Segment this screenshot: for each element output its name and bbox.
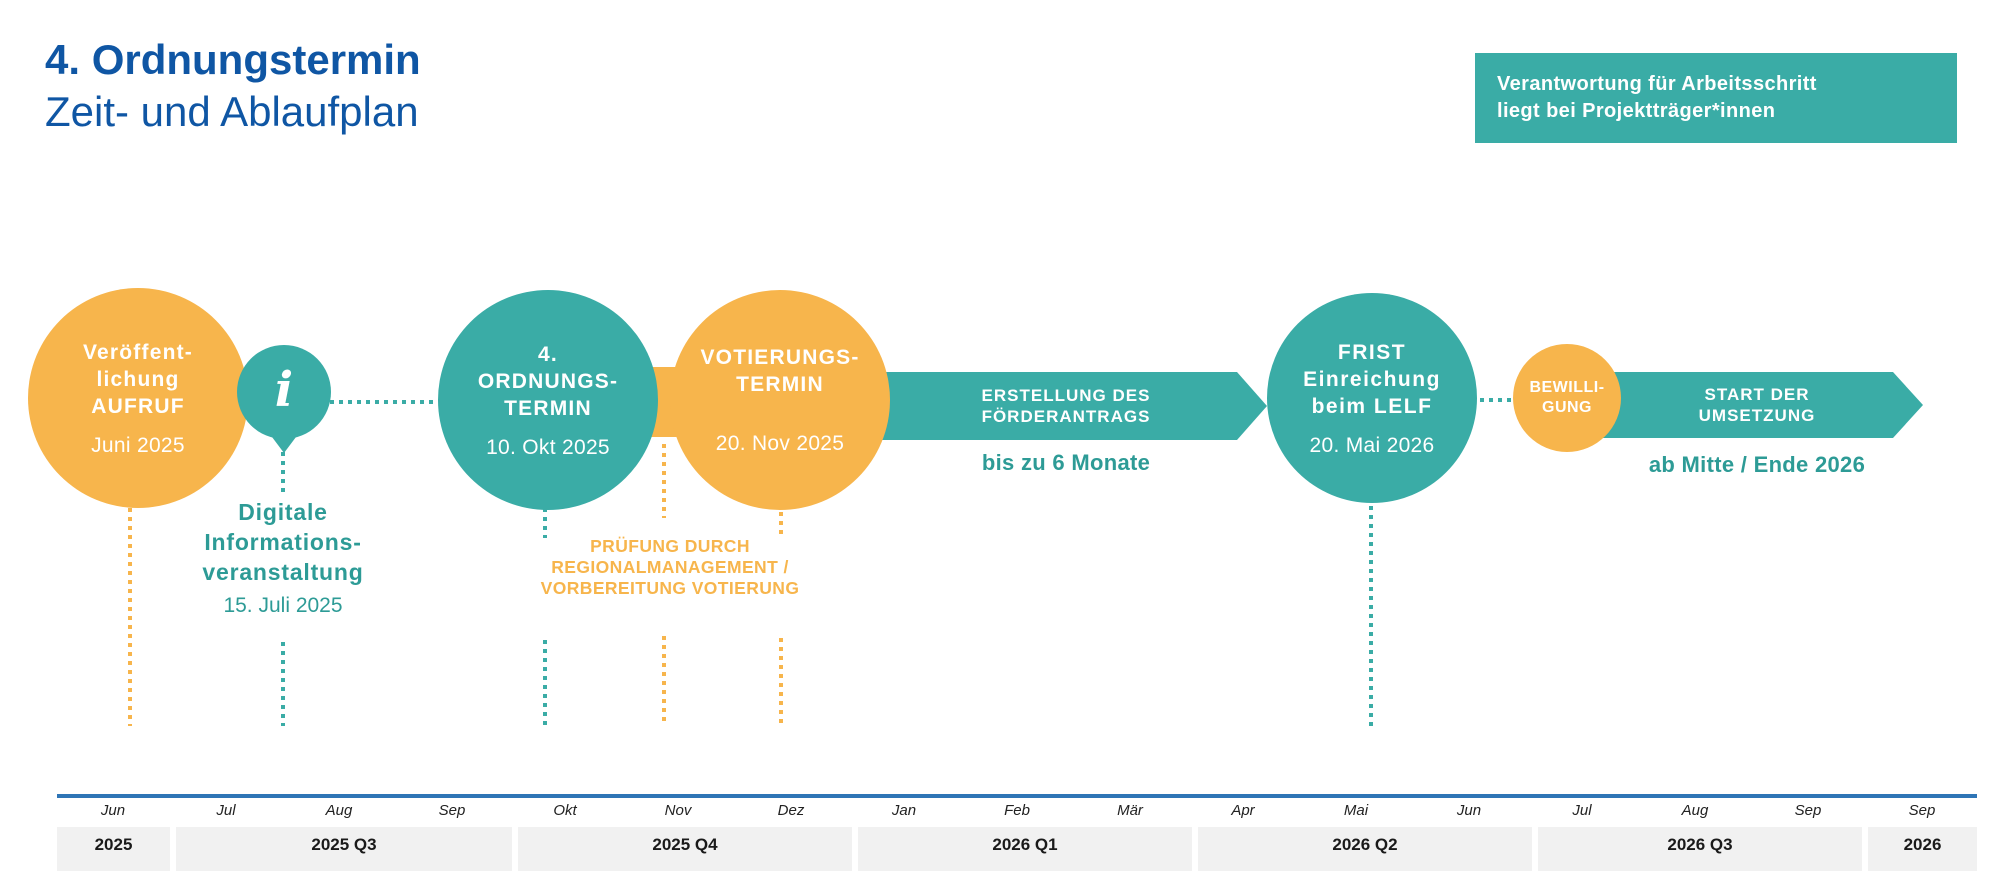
month-label: Jul xyxy=(216,802,236,819)
info-event-date: 15. Juli 2025 xyxy=(223,594,343,617)
guide-line-ordnung-top xyxy=(543,508,547,538)
start-date: ab Mitte / Ende 2026 xyxy=(1648,452,1866,477)
quarter-band: 2026 Q3 xyxy=(1538,827,1862,871)
info-event-label: Digitale Informations- veranstaltung 15.… xyxy=(158,497,408,618)
bewilligung-line1: BEWILLI- xyxy=(1529,379,1605,396)
guide-line-pruefung-left-top xyxy=(662,444,666,518)
milestone-aufruf-circle: Veröffent- lichung AUFRUF Juni 2025 xyxy=(28,288,248,508)
month-label: Aug xyxy=(1681,802,1709,819)
start-arrow-head xyxy=(1893,372,1923,438)
quarter-band: 2025 xyxy=(57,827,170,871)
guide-line-info-bottom xyxy=(281,642,285,726)
milestone-bewilligung-circle: BEWILLI- GUNG xyxy=(1513,344,1621,452)
votierungstermin-date: 20. Nov 2025 xyxy=(715,432,845,455)
start-line2: UMSETZUNG xyxy=(1698,406,1816,425)
votierungstermin-line2: TERMIN xyxy=(736,373,824,396)
month-label: Jul xyxy=(1572,802,1592,819)
milestone-frist-circle: FRIST Einreichung beim LELF 20. Mai 2026 xyxy=(1267,293,1477,503)
axis-line xyxy=(57,794,1977,798)
pruefung-line1: PRÜFUNG DURCH xyxy=(590,536,750,556)
erstellung-line2: FÖRDERANTRAGS xyxy=(981,407,1151,426)
legend-line1: Verantwortung für Arbeitsschritt xyxy=(1497,73,1817,95)
info-pin-circle: i xyxy=(237,345,331,439)
start-line1: START DER xyxy=(1704,385,1810,404)
guide-line-votierung-bottom xyxy=(779,638,783,726)
quarter-band: 2025 Q4 xyxy=(518,827,852,871)
aufruf-line1: Veröffent- xyxy=(82,340,193,364)
month-label: Nov xyxy=(664,802,692,819)
frist-date: 20. Mai 2026 xyxy=(1309,433,1435,457)
month-label: Mär xyxy=(1117,802,1143,819)
ordnungstermin-line1: 4. xyxy=(538,342,558,366)
month-label: Okt xyxy=(553,802,577,819)
start-arrow-band xyxy=(1567,372,1893,438)
start-label: START DER UMSETZUNG xyxy=(1621,372,1893,438)
info-event-pin: i xyxy=(237,345,331,453)
month-label: Dez xyxy=(777,802,805,819)
page-title: 4. Ordnungstermin Zeit- und Ablaufplan xyxy=(45,34,421,138)
bewilligung-line2: GUNG xyxy=(1542,399,1592,416)
guide-line-info-top xyxy=(281,452,285,492)
erstellung-duration: bis zu 6 Monate xyxy=(981,450,1151,475)
quarter-band: 2026 xyxy=(1868,827,1977,871)
votierungstermin-line1: VOTIERUNGS- xyxy=(700,346,860,369)
info-icon: i xyxy=(274,362,294,418)
info-event-line1: Digitale xyxy=(238,499,328,525)
aufruf-line3: AUFRUF xyxy=(91,394,185,418)
guide-line-votierung-top xyxy=(779,512,783,536)
month-label: Sep xyxy=(1908,802,1936,819)
milestone-ordnungstermin-circle: 4. ORDNUNGS- TERMIN 10. Okt 2025 xyxy=(438,290,658,510)
ordnungstermin-line3: TERMIN xyxy=(504,396,592,420)
ordnungstermin-line2: ORDNUNGS- xyxy=(477,369,619,393)
month-label: Sep xyxy=(438,802,466,819)
month-label: Mai xyxy=(1343,802,1369,819)
info-event-line2: Informations- xyxy=(204,529,362,555)
month-label: Jun xyxy=(100,802,126,819)
frist-line2: Einreichung xyxy=(1303,367,1441,391)
aufruf-line2: lichung xyxy=(96,367,180,391)
guide-line-aufruf xyxy=(128,508,132,726)
connector-info-to-ordnung xyxy=(330,400,436,404)
guide-line-frist xyxy=(1369,506,1373,726)
guide-line-ordnung-bottom xyxy=(543,640,547,726)
guide-line-pruefung-left-bottom xyxy=(662,636,666,726)
page-title-line1: 4. Ordnungstermin xyxy=(45,36,421,83)
legend-line2: liegt bei Projektträger*innen xyxy=(1497,100,1776,122)
month-label: Jan xyxy=(891,802,917,819)
erstellung-label: ERSTELLUNG DES FÖRDERANTRAGS xyxy=(895,372,1237,440)
erstellung-line1: ERSTELLUNG DES xyxy=(981,386,1151,405)
frist-line1: FRIST xyxy=(1337,340,1407,364)
month-label: Apr xyxy=(1231,802,1255,819)
frist-line3: beim LELF xyxy=(1311,394,1433,418)
pruefung-label: PRÜFUNG DURCH REGIONALMANAGEMENT / VORBE… xyxy=(515,536,825,599)
month-label: Aug xyxy=(325,802,353,819)
quarter-band: 2026 Q1 xyxy=(858,827,1192,871)
quarter-band: 2025 Q3 xyxy=(176,827,512,871)
month-label: Sep xyxy=(1794,802,1822,819)
page-title-line2: Zeit- und Ablaufplan xyxy=(45,88,419,135)
ordnungstermin-date: 10. Okt 2025 xyxy=(486,435,610,459)
pruefung-line3: VORBEREITUNG VOTIERUNG xyxy=(540,578,800,598)
erstellung-arrow-head xyxy=(1237,372,1267,440)
pruefung-line2: REGIONALMANAGEMENT / xyxy=(551,557,789,577)
quarter-band: 2026 Q2 xyxy=(1198,827,1532,871)
month-label: Jun xyxy=(1456,802,1482,819)
responsibility-legend-box: Verantwortung für Arbeitsschritt liegt b… xyxy=(1475,53,1957,143)
info-event-line3: veranstaltung xyxy=(202,559,364,585)
aufruf-date: Juni 2025 xyxy=(91,433,185,457)
connector-frist-to-bewilligung xyxy=(1480,398,1513,402)
milestone-votierungstermin-circle: VOTIERUNGS- TERMIN 20. Nov 2025 xyxy=(670,290,890,510)
month-label: Feb xyxy=(1004,802,1030,819)
